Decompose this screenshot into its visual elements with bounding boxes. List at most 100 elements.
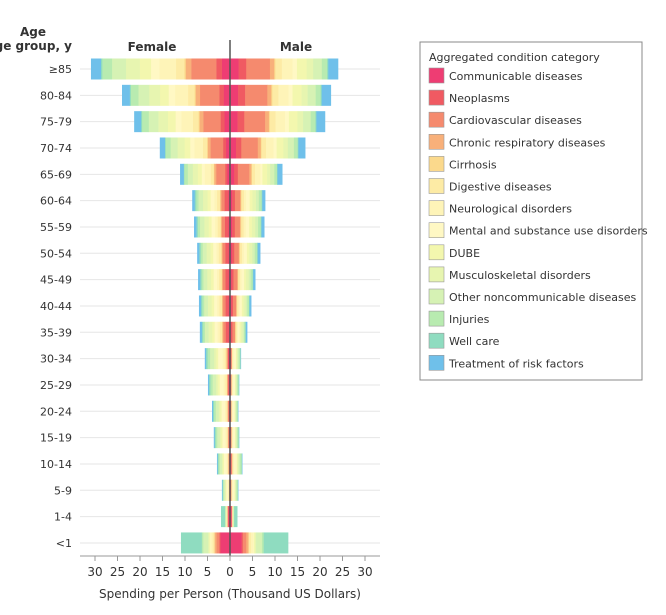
bar-segment-male-neurological-disorders <box>278 84 289 106</box>
bar-segment-male-other-noncommunicable-diseases <box>248 269 251 291</box>
bar-segment-male-digestive-diseases <box>272 84 279 106</box>
bar-segment-female-well-care <box>200 295 203 317</box>
bar-segment-female-neoplasms <box>225 269 229 291</box>
bar-segment-female-musculoskeletal-disorders <box>125 58 140 80</box>
y-tick-label: 50-54 <box>40 247 72 260</box>
bar-segment-male-digestive-diseases <box>231 374 233 396</box>
bar-segment-female-dube <box>215 348 219 370</box>
bar-segment-female-dube <box>222 453 225 475</box>
bar-segment-female-chronic-respiratory-diseases <box>220 190 222 212</box>
legend-item-label: Mental and substance use disorders <box>449 225 648 238</box>
bar-segment-female-other-noncommunicable-diseases <box>219 453 222 475</box>
bar-segment-male-dube <box>234 479 236 501</box>
bar-segment-male-injuries <box>274 163 278 185</box>
bar-segment-female-musculoskeletal-disorders <box>218 400 221 422</box>
bar-segment-male-digestive-diseases <box>231 479 233 501</box>
bar-segment-female-musculoskeletal-disorders <box>207 532 210 554</box>
y-tick-label: 65-69 <box>40 168 72 181</box>
bar-segment-female-digestive-diseases <box>218 269 222 291</box>
legend-item-label: Cardiovascular diseases <box>449 114 582 127</box>
bar-segment-male-dube <box>236 348 237 370</box>
bar-segment-female-dube <box>225 479 227 501</box>
y-tick-label: ≥85 <box>49 63 72 76</box>
bar-segment-female-digestive-diseases <box>225 374 227 396</box>
bar-segment-male-dube <box>246 242 250 264</box>
bar-segment-male-chronic-respiratory-diseases <box>246 532 249 554</box>
bar-segment-female-dube <box>208 216 212 238</box>
bar-segment-male-chronic-respiratory-diseases <box>231 479 232 501</box>
bar-segment-male-well-care <box>276 163 278 185</box>
bar-segment-male-mental-and-substance-use-disorders <box>233 374 236 396</box>
bar-segment-male-communicable-diseases <box>230 295 232 317</box>
y-tick-label: 30-34 <box>40 353 72 366</box>
bar-segment-male-cirrhosis <box>271 84 273 106</box>
bar-segment-male-other-noncommunicable-diseases <box>255 190 260 212</box>
bar-segment-female-well-care <box>208 374 211 396</box>
bar-segment-female-treatment-of-risk-factors <box>180 163 184 185</box>
legend-item-label: Well care <box>449 335 500 348</box>
bar-segment-male-mental-and-substance-use-disorders <box>260 163 263 185</box>
bar-segment-female-cardiovascular-diseases <box>227 348 229 370</box>
bar-segment-female-cardiovascular-diseases <box>216 532 220 554</box>
bar-segment-female-cardiovascular-diseases <box>227 506 229 528</box>
bar-segment-female-other-noncommunicable-diseases <box>111 58 127 80</box>
bar-segment-female-chronic-respiratory-diseases <box>228 453 229 475</box>
bar-segment-female-musculoskeletal-disorders <box>206 242 211 264</box>
bar-segment-male-well-care <box>234 506 238 528</box>
y-tick-label: 55-59 <box>40 221 72 234</box>
bar-segment-female-mental-and-substance-use-disorders <box>189 137 195 159</box>
legend-swatch <box>428 156 445 172</box>
bar-segment-female-neoplasms <box>228 427 230 449</box>
bar-segment-female-other-noncommunicable-diseases <box>199 216 205 238</box>
bar-segment-male-neurological-disorders <box>232 427 234 449</box>
bar-segment-female-dube <box>139 58 152 80</box>
bar-segment-female-mental-and-substance-use-disorders <box>210 190 215 212</box>
bar-segment-female-well-care <box>205 348 208 370</box>
bar-segment-female-injuries <box>141 111 149 133</box>
bar-segment-male-neoplasms <box>231 321 233 343</box>
bar-segment-male-cardiovascular-diseases <box>237 163 250 185</box>
bar-segment-female-injuries <box>213 400 216 422</box>
bar-segment-male-neurological-disorders <box>281 58 293 80</box>
bar-segment-male-communicable-diseases <box>230 137 237 159</box>
bar-segment-male-neurological-disorders <box>238 295 241 317</box>
bar-segment-female-communicable-diseases <box>221 58 231 80</box>
bar-segment-female-digestive-diseases <box>212 532 215 554</box>
bar-segment-male-neurological-disorders <box>232 374 234 396</box>
bar-segment-female-cardiovascular-diseases <box>228 400 229 422</box>
bar-segment-male-injuries <box>238 348 241 370</box>
bar-segment-male-cirrhosis <box>237 269 239 291</box>
bar-segment-female-dube <box>208 532 211 554</box>
bar-segment-female-dube <box>210 242 214 264</box>
bar-segment-male-other-noncommunicable-diseases <box>237 348 239 370</box>
bar-segment-female-digestive-diseases <box>217 216 221 238</box>
bar-segment-male-digestive-diseases <box>232 348 234 370</box>
bar-segment-male-musculoskeletal-disorders <box>283 137 289 159</box>
bar-segment-male-communicable-diseases <box>230 506 232 528</box>
bar-segment-male-neurological-disorders <box>250 532 254 554</box>
bar-segment-female-other-noncommunicable-diseases <box>204 321 209 343</box>
bar-segment-male-neurological-disorders <box>232 479 234 501</box>
bar-segment-male-digestive-diseases <box>248 532 252 554</box>
bar-segment-female-mental-and-substance-use-disorders <box>219 374 224 396</box>
bar-segment-male-cardiovascular-diseases <box>232 295 237 317</box>
bar-segment-male-musculoskeletal-disorders <box>243 295 246 317</box>
x-tick-label: 0 <box>226 565 234 579</box>
bar-segment-female-neurological-disorders <box>216 295 220 317</box>
bar-segment-male-dube <box>235 374 236 396</box>
bar-segment-female-well-care <box>196 216 198 238</box>
bar-segment-male-dube <box>249 190 253 212</box>
bar-segment-female-neurological-disorders <box>216 242 219 264</box>
bar-segment-female-mental-and-substance-use-disorders <box>175 111 182 133</box>
bar-segment-female-neoplasms <box>224 216 229 238</box>
bar-segment-female-communicable-diseases <box>225 137 231 159</box>
bar-segment-female-cardiovascular-diseases <box>222 269 226 291</box>
bar-segment-female-well-care <box>217 453 219 475</box>
bar-segment-female-musculoskeletal-disorders <box>221 453 223 475</box>
bar-segment-male-well-care <box>315 111 317 133</box>
bar-segment-female-treatment-of-risk-factors <box>199 321 202 343</box>
bar-segment-female-digestive-diseases <box>219 321 223 343</box>
bar-segment-male-neurological-disorders <box>244 190 247 212</box>
bar-segment-female-treatment-of-risk-factors <box>122 84 130 106</box>
bar-segment-male-digestive-diseases <box>269 111 276 133</box>
